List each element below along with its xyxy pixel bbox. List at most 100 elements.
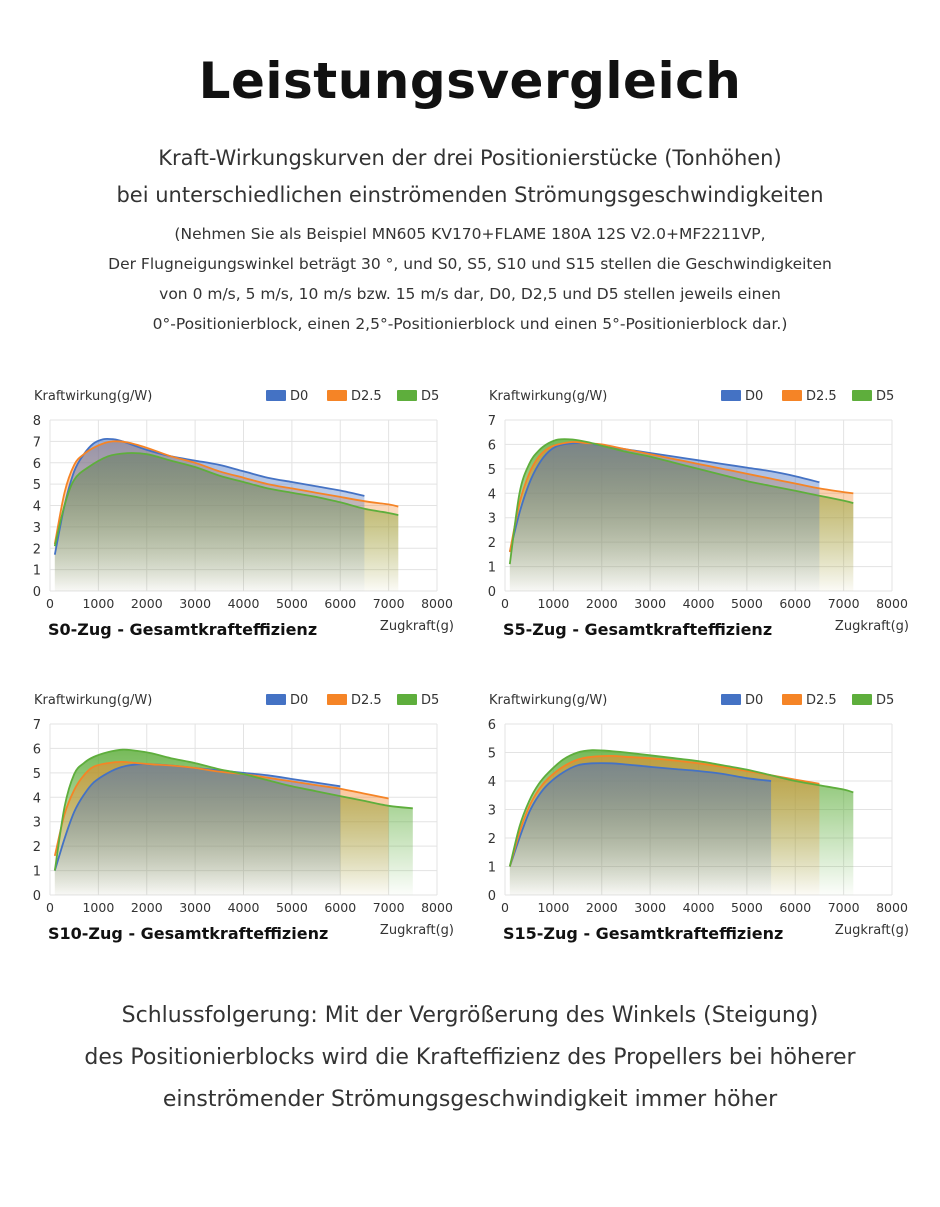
x-axis-label: Zugkraft(g) [835, 619, 909, 634]
x-tick-label: 1000 [82, 900, 114, 915]
y-tick-label: 5 [488, 747, 496, 762]
y-tick-label: 2 [33, 840, 41, 855]
note-line-1: (Nehmen Sie als Beispiel MN605 KV170+FLA… [174, 225, 766, 243]
chart-title: S10-Zug - Gesamtkrafteffizienz [48, 924, 328, 943]
series-line-d5 [53, 748, 413, 871]
legend-swatch-d0 [266, 390, 286, 401]
y-tick-label: 4 [33, 791, 41, 806]
x-tick-label: 8000 [421, 596, 453, 611]
x-tick-label: 6000 [324, 596, 356, 611]
y-tick-label: 0 [488, 889, 496, 904]
legend-swatch-d5 [397, 390, 417, 401]
x-axis-label: Zugkraft(g) [380, 923, 454, 938]
legend-label: D2.5 [351, 389, 382, 404]
x-tick-label: 3000 [179, 900, 211, 915]
legend-swatch-d2-5 [782, 390, 802, 401]
x-tick-label: 0 [501, 900, 509, 915]
series-line-d5 [508, 438, 854, 565]
y-tick-label: 1 [33, 865, 41, 880]
x-tick-label: 0 [501, 596, 509, 611]
legend-label: D5 [421, 693, 439, 708]
y-tick-label: 2 [33, 542, 41, 557]
y-tick-label: 4 [33, 500, 41, 515]
series-line-d2-5 [53, 440, 399, 545]
chart-title: S5-Zug - Gesamtkrafteffizienz [503, 620, 772, 639]
y-tick-label: 0 [33, 889, 41, 904]
note-line-4: 0°-Positionierblock, einen 2,5°-Position… [152, 315, 788, 333]
y-tick-label: 7 [33, 718, 41, 733]
x-tick-label: 5000 [276, 900, 308, 915]
x-tick-label: 3000 [634, 900, 666, 915]
conclusion-line-2: des Positionierblocks wird die Krafteffi… [84, 1045, 856, 1070]
legend-swatch-d5 [397, 694, 417, 705]
x-tick-label: 7000 [373, 900, 405, 915]
chart-s5: 0 1 2 3 4 5 6 7 0 1000 2000 3000 4000 5000 6000 7000 800… [477, 378, 927, 648]
legend-swatch-d0 [721, 390, 741, 401]
y-tick-label: 2 [488, 832, 496, 847]
chart-title: S15-Zug - Gesamtkrafteffizienz [503, 924, 783, 943]
note-line-2: Der Flugneigungswinkel beträgt 30 °, und… [108, 255, 832, 273]
chart-legend: D0 D2.5 D5 [721, 389, 894, 404]
y-tick-label: 1 [33, 564, 41, 579]
x-tick-label: 4000 [683, 900, 715, 915]
series-line-d2-5 [508, 754, 820, 867]
series-area-d0 [54, 438, 365, 591]
y-tick-label: 5 [33, 478, 41, 493]
legend-swatch-d0 [266, 694, 286, 705]
note-line-3: von 0 m/s, 5 m/s, 10 m/s bzw. 15 m/s dar… [159, 285, 781, 303]
x-axis-label: Zugkraft(g) [835, 923, 909, 938]
series-line-d2-5 [508, 441, 854, 553]
y-axis-label: Kraftwirkung(g/W) [34, 693, 152, 708]
x-tick-label: 4000 [683, 596, 715, 611]
chart-s0: 0 1 2 3 4 5 6 7 8 0 1000 2000 3000 4000 5000 6000 7000 80… [22, 378, 472, 648]
x-tick-label: 3000 [634, 596, 666, 611]
legend-label: D5 [421, 389, 439, 404]
x-tick-label: 5000 [731, 596, 763, 611]
chart-s15: 0 1 2 3 4 5 6 0 1000 2000 3000 4000 5000 6000 7000 8000… [477, 682, 927, 952]
y-tick-label: 7 [488, 414, 496, 429]
legend-label: D0 [745, 389, 763, 404]
legend-label: D5 [876, 693, 894, 708]
legend-label: D0 [290, 693, 308, 708]
legend-label: D2.5 [806, 693, 837, 708]
x-tick-label: 6000 [779, 900, 811, 915]
y-axis-label: Kraftwirkung(g/W) [489, 693, 607, 708]
legend-label: D2.5 [351, 693, 382, 708]
y-tick-label: 6 [33, 457, 41, 472]
series-line-d5 [508, 749, 854, 867]
legend-swatch-d5 [852, 694, 872, 705]
chart-s5-svg: 0 1 2 3 4 5 6 7 0 1000 2000 3000 4000 5000 6000 7000 800… [488, 389, 909, 639]
y-axis-label: Kraftwirkung(g/W) [489, 389, 607, 404]
y-tick-label: 2 [488, 536, 496, 551]
x-tick-label: 8000 [876, 596, 908, 611]
legend-swatch-d2-5 [782, 694, 802, 705]
x-tick-label: 8000 [421, 900, 453, 915]
page-title: Leistungsvergleich [198, 52, 742, 110]
x-axis-label: Zugkraft(g) [380, 619, 454, 634]
legend-label: D5 [876, 389, 894, 404]
y-tick-label: 8 [33, 414, 41, 429]
x-tick-label: 2000 [586, 596, 618, 611]
y-tick-label: 4 [488, 775, 496, 790]
chart-s15-svg: 0 1 2 3 4 5 6 0 1000 2000 3000 4000 5000 6000 7000 8000… [488, 693, 909, 943]
legend-label: D0 [745, 693, 763, 708]
y-tick-label: 6 [33, 742, 41, 757]
subtitle-line-2: bei unterschiedlichen einströmenden Strö… [116, 183, 824, 207]
y-tick-label: 5 [33, 767, 41, 782]
y-tick-label: 7 [33, 435, 41, 450]
x-tick-label: 6000 [324, 900, 356, 915]
y-tick-label: 3 [33, 816, 41, 831]
x-tick-label: 0 [46, 900, 54, 915]
y-tick-label: 3 [33, 521, 41, 536]
series-line-d5 [53, 452, 399, 547]
y-tick-label: 6 [488, 718, 496, 733]
y-tick-label: 3 [488, 804, 496, 819]
x-tick-label: 7000 [373, 596, 405, 611]
chart-legend: D0 D2.5 D5 [266, 693, 439, 708]
chart-s10-svg: 0 1 2 3 4 5 6 7 0 1000 2000 3000 4000 5000 6000 7000 800… [33, 693, 454, 943]
series-area-d0 [509, 763, 772, 895]
x-tick-label: 5000 [731, 900, 763, 915]
chart-s0-svg: 0 1 2 3 4 5 6 7 8 0 1000 2000 3000 4000 5000 6000 7000 80… [33, 389, 454, 639]
x-tick-label: 1000 [537, 900, 569, 915]
conclusion-line-3: einströmender Strömungsgeschwindigkeit i… [162, 1087, 778, 1112]
